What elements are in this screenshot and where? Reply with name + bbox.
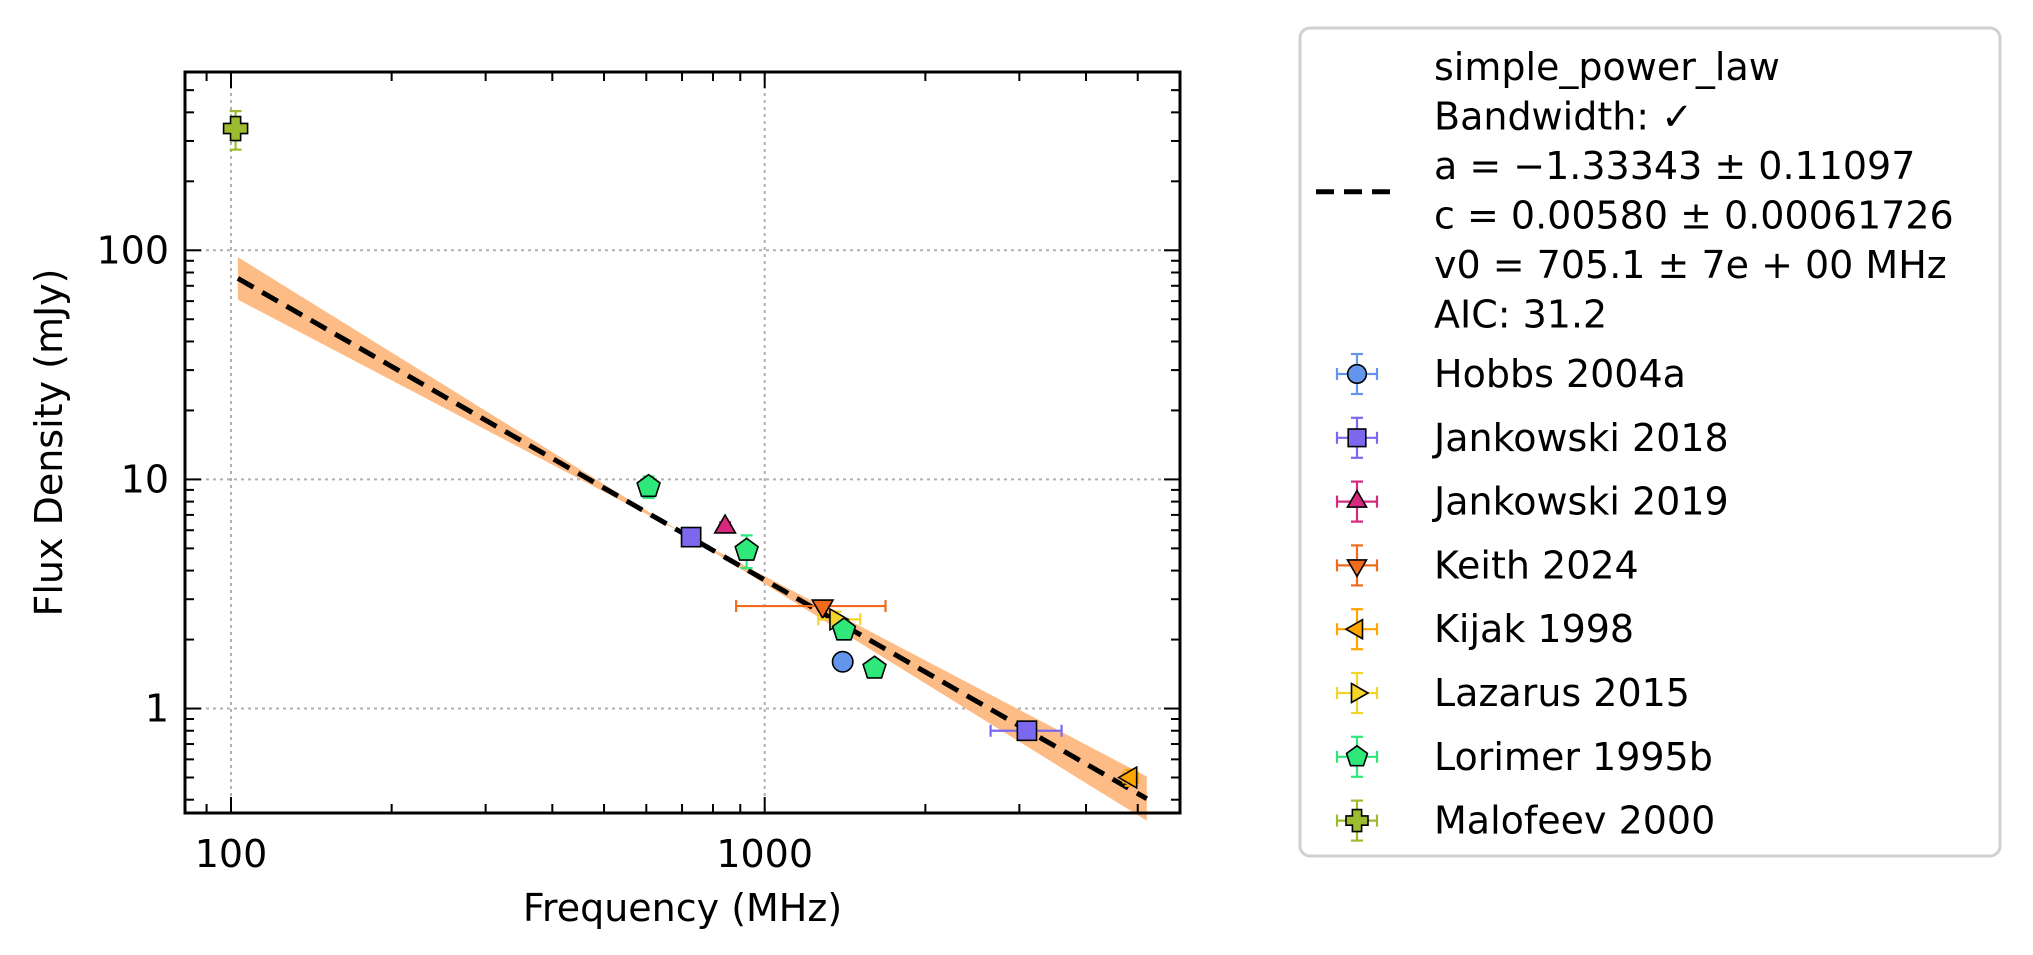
axes-frame xyxy=(183,70,1182,815)
fit-line xyxy=(236,276,1149,801)
x-tick-label: 100 xyxy=(195,832,268,876)
legend-label: Hobbs 2004a xyxy=(1434,352,1686,396)
legend: simple_power_law Bandwidth: ✓ a = −1.33343… xyxy=(1298,26,2002,858)
legend-box xyxy=(1298,26,2002,858)
data-point xyxy=(1117,765,1138,790)
y-axis-label: Flux Density (mJy) xyxy=(27,269,71,617)
legend-marker xyxy=(1346,559,1368,579)
legend-label: Keith 2024 xyxy=(1434,543,1639,587)
legend-label: Jankowski 2018 xyxy=(1432,416,1729,460)
legend-fit-text: AIC: 31.2 xyxy=(1434,293,1607,337)
legend-marker xyxy=(1346,489,1368,508)
x-tick-label: 1000 xyxy=(716,832,813,876)
legend-marker xyxy=(1345,808,1369,833)
data-point xyxy=(831,650,854,673)
fit-uncertainty-band xyxy=(237,257,1147,821)
y-tick-label: 10 xyxy=(121,457,169,501)
data-point xyxy=(831,617,857,641)
legend-label: Kijak 1998 xyxy=(1434,607,1634,651)
legend-label: Malofeev 2000 xyxy=(1434,799,1715,843)
legend-fit-text: simple_power_law xyxy=(1434,45,1780,89)
data-point xyxy=(810,599,835,620)
plot-area: 100 1000 1 10 100 Frequency (MHz) Flux Density… xyxy=(27,70,1182,930)
legend-label: Lorimer 1995b xyxy=(1434,735,1713,779)
data-point xyxy=(636,473,661,498)
legend-label: Jankowski 2019 xyxy=(1432,480,1729,524)
legend-fit-text: a = −1.33343 ± 0.11097 xyxy=(1434,144,1915,188)
data-point xyxy=(1016,720,1038,742)
x-axis-label: Frequency (MHz) xyxy=(523,886,842,930)
legend-label: Lazarus 2015 xyxy=(1434,671,1690,715)
data-point xyxy=(713,513,737,534)
legend-fit-text: c = 0.00580 ± 0.00061726 xyxy=(1434,194,1954,238)
data-point xyxy=(734,537,759,561)
data-point xyxy=(222,115,249,142)
legend-marker xyxy=(1347,428,1367,448)
legend-fit-text: Bandwidth: ✓ xyxy=(1434,95,1693,139)
legend-marker xyxy=(1344,618,1364,641)
y-tick-label: 100 xyxy=(96,228,169,272)
y-tick-label: 1 xyxy=(145,687,169,731)
legend-marker xyxy=(1345,744,1369,767)
data-point xyxy=(862,655,887,679)
legend-marker xyxy=(1346,363,1368,385)
data-point xyxy=(680,526,702,548)
legend-marker xyxy=(1350,682,1370,704)
legend-fit-text: v0 = 705.1 ± 7e + 00 MHz xyxy=(1434,243,1947,287)
